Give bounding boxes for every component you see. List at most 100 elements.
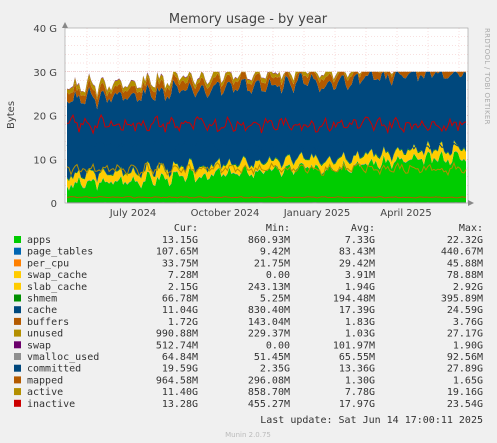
legend-cur: 990.88M bbox=[156, 329, 198, 340]
legend-max: 22.32G bbox=[447, 235, 483, 246]
legend-cur: 13.28G bbox=[162, 399, 198, 410]
legend-min: 0.00 bbox=[266, 270, 290, 281]
legend-series-name: slab_cache bbox=[27, 282, 87, 293]
legend-cur: 19.59G bbox=[162, 364, 198, 375]
area-apps bbox=[67, 151, 466, 203]
legend-cur: 11.40G bbox=[162, 387, 198, 398]
legend-series-name: page_tables bbox=[27, 247, 93, 258]
legend-swatch bbox=[14, 341, 21, 349]
area-cache bbox=[67, 71, 466, 182]
legend-max: 3.76G bbox=[453, 317, 483, 328]
legend-max: 27.17G bbox=[447, 329, 483, 340]
legend-min: 858.70M bbox=[248, 387, 290, 398]
legend-swatch bbox=[14, 376, 21, 384]
x-tick-label: April 2025 bbox=[380, 208, 431, 219]
legend-cur: 11.04G bbox=[162, 305, 198, 316]
legend-row-buffers: buffers 1.72G 143.04M 1.83G 3.76G bbox=[14, 317, 483, 328]
legend-avg: 13.36G bbox=[339, 364, 375, 375]
legend-row-committed: committed 19.59G 2.35G 13.36G 27.89G bbox=[14, 364, 483, 375]
legend-series-name: apps bbox=[27, 235, 51, 246]
chart-title: Memory usage - by year bbox=[169, 12, 328, 27]
legend-max: 1.65G bbox=[453, 375, 483, 386]
legend-avg: 65.55M bbox=[339, 352, 375, 363]
legend-max: 45.88M bbox=[447, 258, 483, 269]
legend-row-per-cpu: per_cpu 33.75M 21.75M 29.42M 45.88M bbox=[14, 258, 483, 269]
legend-row-slab-cache: slab_cache 2.15G 243.13M 1.94G 2.92G bbox=[14, 282, 483, 293]
legend-min: 51.45M bbox=[254, 352, 290, 363]
last-update: Last update: Sat Jun 14 17:00:11 2025 bbox=[260, 415, 483, 426]
legend-swatch bbox=[14, 329, 21, 337]
legend-series-name: swap_cache bbox=[27, 270, 87, 281]
line-inactive bbox=[66, 113, 467, 135]
legend-row-swap: swap 512.74M 0.00 101.97M 1.90G bbox=[14, 340, 483, 351]
legend-row-inactive: inactive 13.28G 455.27M 17.97G 23.54G bbox=[14, 399, 483, 410]
y-ticks: 0 10 G 20 G 30 G 40 G bbox=[33, 24, 57, 210]
legend-cur: 964.58M bbox=[156, 375, 198, 386]
legend-cur: 66.78M bbox=[162, 294, 198, 305]
legend-min: 860.93M bbox=[248, 235, 290, 246]
legend-cur: 7.28M bbox=[168, 270, 198, 281]
legend-avg: 17.39G bbox=[339, 305, 375, 316]
legend-min: 455.27M bbox=[248, 399, 290, 410]
legend-swatch bbox=[14, 259, 21, 267]
x-ticks: July 2024 October 2024 January 2025 April 2… bbox=[109, 208, 432, 219]
legend-cur: 13.15G bbox=[162, 235, 198, 246]
legend-header-min: Min: bbox=[266, 223, 290, 234]
legend-max: 19.16G bbox=[447, 387, 483, 398]
legend-avg: 1.83G bbox=[345, 317, 375, 328]
legend-swatch bbox=[14, 247, 21, 255]
legend-cur: 2.15G bbox=[168, 282, 198, 293]
y-tick-label: 20 G bbox=[33, 112, 57, 123]
legend-row-cache: cache 11.04G 830.40M 17.39G 24.59G bbox=[14, 305, 483, 316]
legend-min: 2.35G bbox=[260, 364, 290, 375]
y-axis-label: Bytes bbox=[6, 101, 17, 129]
legend: Cur: Min: Avg: Max: apps 13.15G 860.93M 7.3… bbox=[14, 223, 483, 410]
legend-series-name: swap bbox=[27, 340, 51, 351]
legend-avg: 17.97G bbox=[339, 399, 375, 410]
legend-avg: 29.42M bbox=[339, 258, 375, 269]
y-tick-label: 10 G bbox=[33, 155, 57, 166]
series-layers bbox=[67, 71, 466, 203]
legend-series-name: vmalloc_used bbox=[27, 352, 99, 363]
legend-header-avg: Avg: bbox=[351, 223, 375, 234]
legend-row-page-tables: page_tables 107.65M 9.42M 83.43M 440.67M bbox=[14, 247, 483, 258]
y-tick-label: 40 G bbox=[33, 24, 57, 35]
legend-series-name: buffers bbox=[27, 317, 69, 328]
legend-row-shmem: shmem 66.78M 5.25M 194.48M 395.89M bbox=[14, 294, 483, 305]
legend-swatch bbox=[14, 282, 21, 290]
line-committed bbox=[66, 138, 467, 150]
plot-area bbox=[64, 27, 469, 204]
legend-cur: 512.74M bbox=[156, 340, 198, 351]
legend-min: 830.40M bbox=[248, 305, 290, 316]
legend-max: 23.54G bbox=[447, 399, 483, 410]
legend-min: 21.75M bbox=[254, 258, 290, 269]
legend-row-active: active 11.40G 858.70M 7.78G 19.16G bbox=[14, 387, 483, 398]
legend-avg: 101.97M bbox=[333, 340, 375, 351]
line-mapped bbox=[66, 196, 467, 199]
legend-swatch bbox=[14, 294, 21, 302]
area-slab-cache bbox=[67, 140, 466, 191]
munin-version: Munin 2.0.75 bbox=[225, 431, 271, 439]
legend-cur: 33.75M bbox=[162, 258, 198, 269]
legend-swatch bbox=[14, 317, 21, 325]
legend-swatch bbox=[14, 353, 21, 360]
legend-row-vmalloc-used: vmalloc_used 64.84M 51.45M 65.55M 92.56M bbox=[14, 352, 483, 363]
legend-swatch bbox=[14, 306, 21, 314]
plot-frame bbox=[64, 27, 469, 204]
legend-min: 143.04M bbox=[248, 317, 290, 328]
legend-series-name: cache bbox=[27, 305, 57, 316]
legend-series-name: active bbox=[27, 387, 63, 398]
legend-row-apps: apps 13.15G 860.93M 7.33G 22.32G bbox=[14, 235, 483, 246]
line-active bbox=[66, 161, 467, 177]
legend-min: 5.25M bbox=[260, 294, 290, 305]
area-unused bbox=[67, 71, 466, 100]
legend-max: 2.92G bbox=[453, 282, 483, 293]
legend-row-mapped: mapped 964.58M 296.08M 1.30G 1.65G bbox=[14, 375, 483, 386]
legend-max: 78.88M bbox=[447, 270, 483, 281]
legend-min: 296.08M bbox=[248, 375, 290, 386]
legend-series-name: committed bbox=[27, 364, 81, 375]
legend-max: 92.56M bbox=[447, 352, 483, 363]
legend-avg: 7.78G bbox=[345, 387, 375, 398]
x-tick-label: October 2024 bbox=[191, 208, 260, 219]
